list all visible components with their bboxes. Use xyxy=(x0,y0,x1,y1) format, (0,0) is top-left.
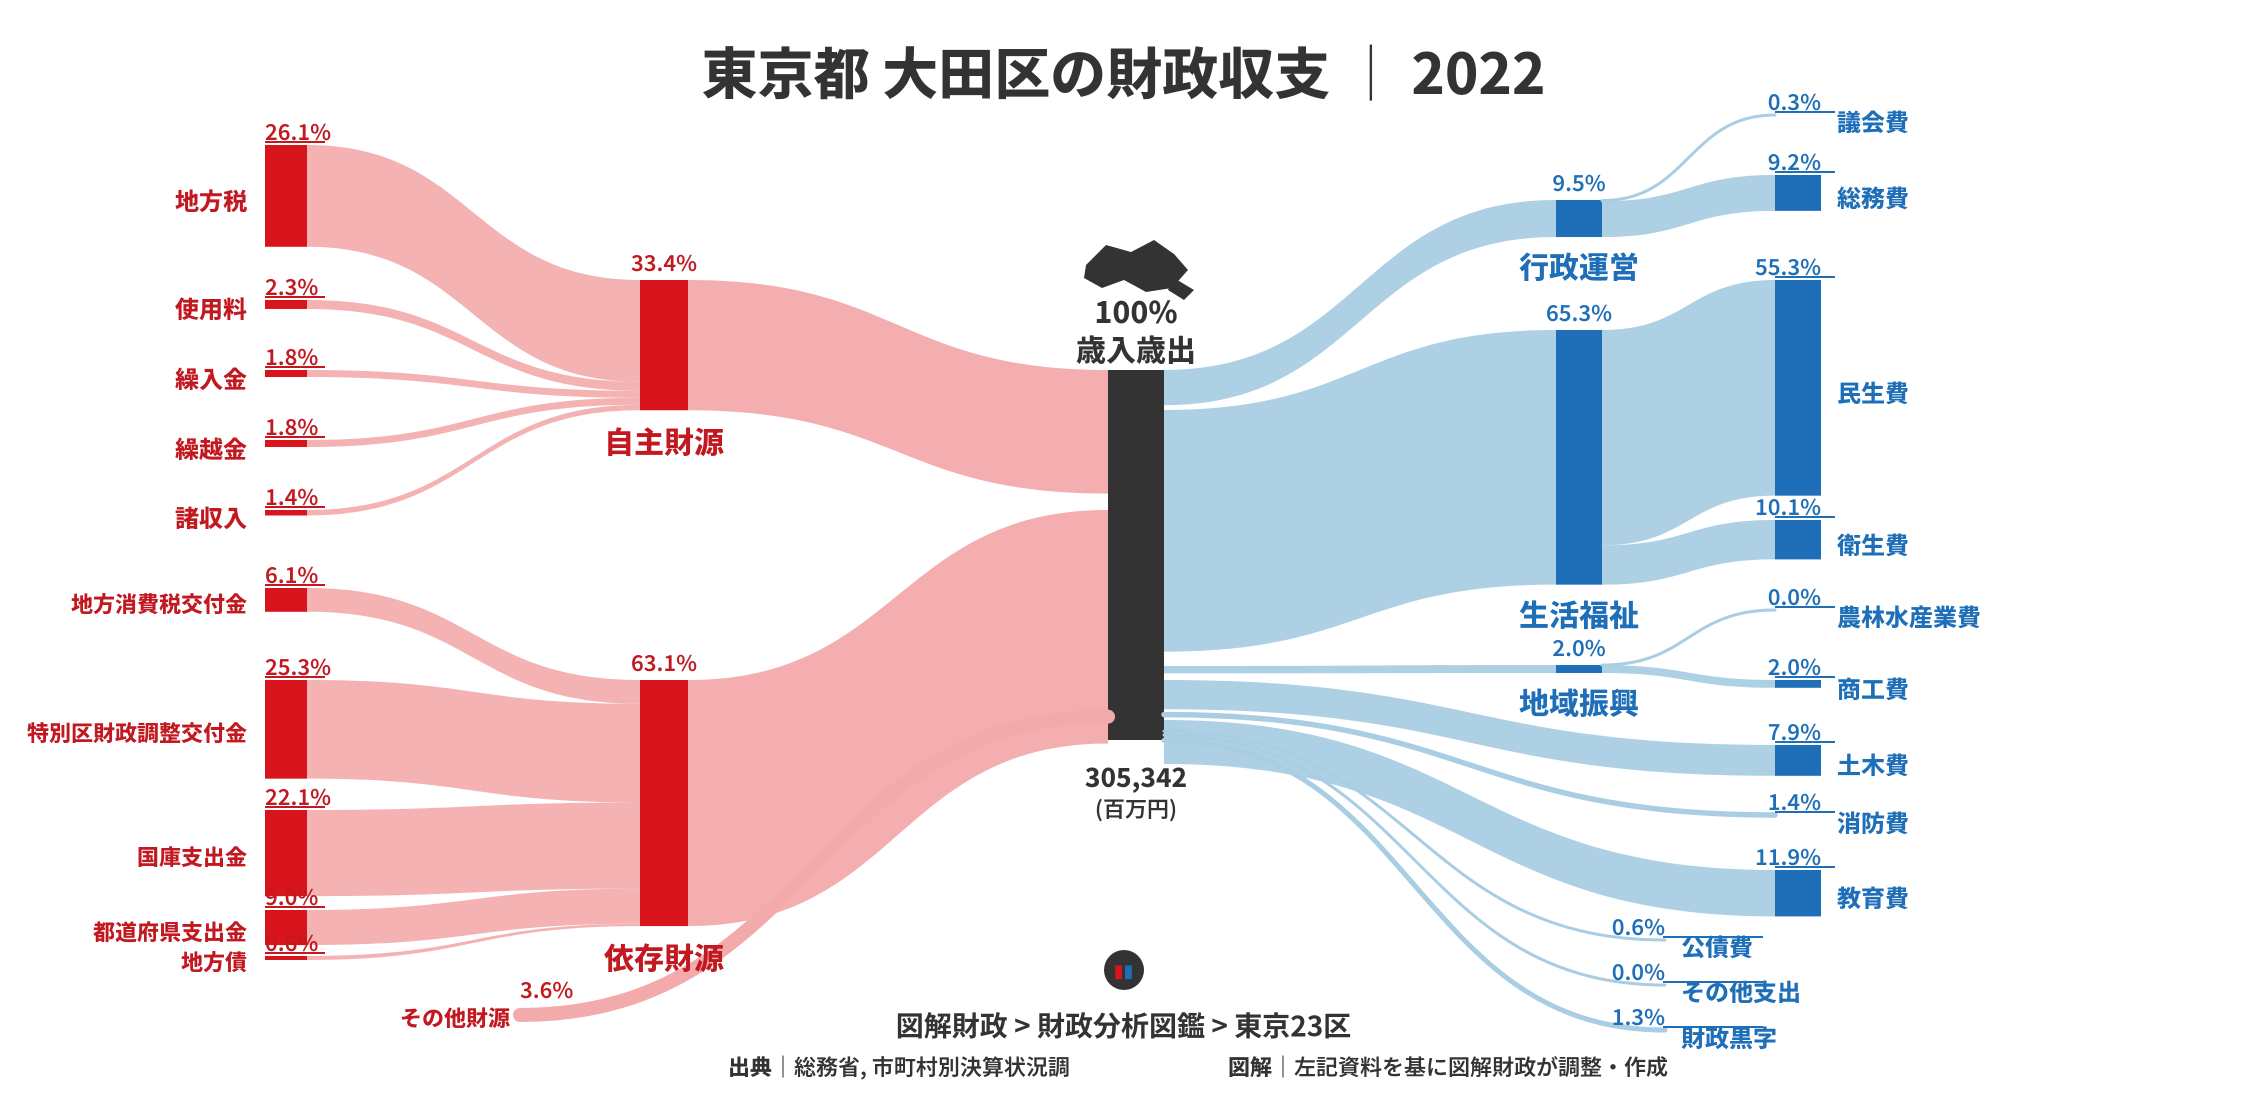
spend-leaf-label: 議会費 xyxy=(1837,103,1909,138)
center-unit: (百万円) xyxy=(1095,792,1177,824)
underline xyxy=(1663,1026,1763,1028)
underline xyxy=(1775,516,1835,518)
revenue-leaf-label: 地方税 xyxy=(175,182,247,217)
underline xyxy=(265,806,325,808)
sankey-svg xyxy=(0,0,2247,1096)
revenue-leaf-label: 国庫支出金 xyxy=(137,840,247,872)
spend-leaf-label: 総務費 xyxy=(1837,179,1909,214)
underline xyxy=(1775,111,1835,113)
page-title: 東京都 大田区の財政収支 ｜ 2022 xyxy=(701,30,1545,111)
footer-breadcrumb: 図解財政 > 財政分析図鑑 > 東京23区 xyxy=(896,1005,1352,1045)
revenue-mid-pct: 63.1% xyxy=(631,646,697,678)
underline xyxy=(265,506,325,508)
revenue-mid-label: 依存財源 xyxy=(604,934,724,978)
underline xyxy=(1775,276,1835,278)
underline xyxy=(265,436,325,438)
revenue-leaf-label: 繰越金 xyxy=(175,430,247,465)
underline xyxy=(1663,936,1763,938)
spend-leaf-label: 商工費 xyxy=(1837,670,1909,705)
spend-leaf-label: その他支出 xyxy=(1681,973,1801,1008)
spend-mid-label: 生活福祉 xyxy=(1519,591,1639,635)
revenue-other-label: その他財源 xyxy=(400,1001,510,1033)
spend-leaf-label: 農林水産業費 xyxy=(1837,598,1981,633)
spend-leaf-label: 土木費 xyxy=(1837,746,1909,781)
sankey-diagram: 東京都 大田区の財政収支 ｜ 2022 100% 歳入歳出 305,342 (百… xyxy=(0,0,2247,1096)
footer-credit: 図解｜左記資料を基に図解財政が調整・作成 xyxy=(1228,1050,1668,1082)
revenue-mid-pct: 33.4% xyxy=(631,246,697,278)
spend-leaf-pct: 1.3% xyxy=(1612,1000,1665,1032)
spend-mid-label: 行政運営 xyxy=(1519,243,1639,287)
spend-leaf-label: 財政黒字 xyxy=(1681,1019,1777,1054)
revenue-other-pct: 3.6% xyxy=(520,973,573,1005)
underline xyxy=(265,676,325,678)
spend-mid-pct: 2.0% xyxy=(1552,631,1605,663)
spend-mid-pct: 65.3% xyxy=(1546,296,1612,328)
revenue-leaf-label: 特別区財政調整交付金 xyxy=(27,716,247,748)
revenue-leaf-label: 諸収入 xyxy=(175,499,247,534)
spend-mid-pct: 9.5% xyxy=(1552,166,1605,198)
spend-leaf-pct: 0.6% xyxy=(1612,910,1665,942)
footer-source: 出典｜総務省, 市町村別決算状況調 xyxy=(728,1050,1070,1082)
logo-icon: ▮▮ xyxy=(1104,950,1144,990)
spend-leaf-label: 教育費 xyxy=(1837,879,1909,914)
center-label: 歳入歳出 xyxy=(1076,326,1196,370)
revenue-leaf-label: 地方債 xyxy=(181,945,247,977)
underline xyxy=(1775,606,1835,608)
revenue-leaf-label: 地方消費税交付金 xyxy=(71,587,247,619)
revenue-leaf-label: 都道府県支出金 xyxy=(93,915,247,947)
spend-leaf-label: 民生費 xyxy=(1837,374,1909,409)
revenue-leaf-label: 繰入金 xyxy=(175,360,247,395)
center-amount: 305,342 xyxy=(1085,758,1187,795)
underline xyxy=(265,296,325,298)
underline xyxy=(1663,981,1763,983)
underline xyxy=(1775,676,1835,678)
spend-leaf-label: 公債費 xyxy=(1681,928,1753,963)
underline xyxy=(265,906,325,908)
spend-leaf-pct: 0.0% xyxy=(1612,955,1665,987)
spend-leaf-label: 消防費 xyxy=(1837,804,1909,839)
underline xyxy=(265,584,325,586)
spend-mid-label: 地域振興 xyxy=(1519,679,1639,723)
underline xyxy=(1775,171,1835,173)
underline xyxy=(265,141,325,143)
underline xyxy=(265,366,325,368)
revenue-leaf-label: 使用料 xyxy=(175,290,247,325)
revenue-mid-label: 自主財源 xyxy=(604,418,724,462)
underline xyxy=(1775,811,1835,813)
spend-leaf-label: 衛生費 xyxy=(1837,526,1909,561)
underline xyxy=(1775,866,1835,868)
underline xyxy=(265,952,325,954)
underline xyxy=(1775,741,1835,743)
